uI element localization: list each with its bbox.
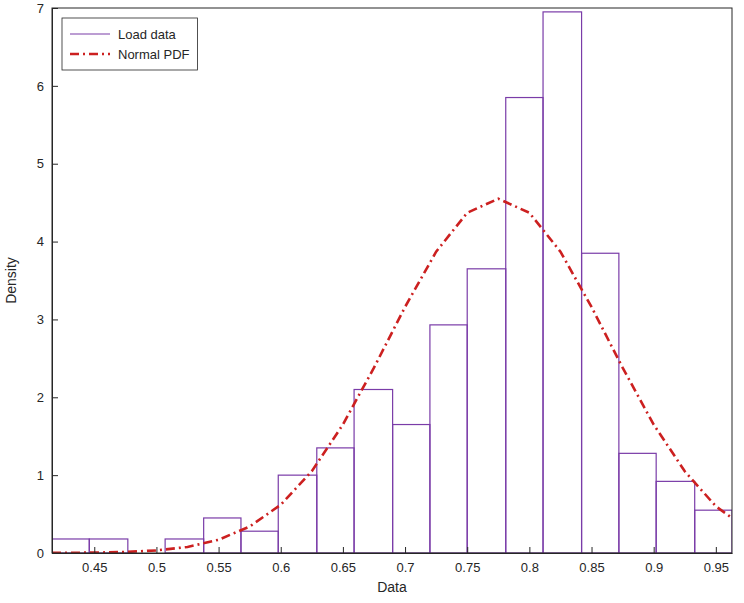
tick-label: 0.5: [148, 560, 166, 575]
tick-label: 7: [37, 1, 44, 16]
x-axis-title: Data: [377, 579, 407, 595]
chart: 0.450.50.550.60.650.70.750.80.850.90.950…: [0, 0, 744, 603]
plot-background: [52, 8, 732, 553]
tick-mark: [52, 319, 58, 320]
tick-mark: [94, 547, 95, 553]
histogram-bar: [619, 453, 656, 553]
tick-mark: [52, 86, 58, 87]
tick: 4: [37, 234, 58, 249]
tick-label: 2: [37, 390, 44, 405]
tick: 0.85: [579, 547, 604, 575]
tick-mark: [281, 547, 282, 553]
tick-label: 3: [37, 312, 44, 327]
tick: 0.7: [397, 547, 415, 575]
tick: 1: [37, 468, 58, 483]
tick: 0.8: [521, 547, 539, 575]
tick-label: 0.9: [645, 560, 663, 575]
marks: [52, 12, 732, 553]
tick: 0.9: [645, 547, 663, 575]
plot-frame: [52, 8, 732, 553]
histogram-bar: [354, 390, 393, 554]
histogram-bar: [506, 98, 543, 553]
tick-mark: [716, 547, 717, 553]
histogram-bar: [656, 481, 695, 553]
tick: 0.45: [82, 547, 107, 575]
tick-mark: [467, 547, 468, 553]
tick-label: 0.45: [82, 560, 107, 575]
tick-label: 0.55: [206, 560, 231, 575]
histogram-bar: [278, 475, 317, 553]
tick: 0.55: [206, 547, 231, 575]
tick-mark: [343, 547, 344, 553]
tick-label: 5: [37, 156, 44, 171]
tick-mark: [654, 547, 655, 553]
x-axis: 0.45 0.5 0.55 0.6 0.65 0.7 0.75 0.8 0.85 0.9 0.95: [53, 547, 733, 575]
tick-mark: [529, 547, 530, 553]
histogram-bar: [241, 531, 278, 553]
tick-label: 4: [37, 234, 44, 249]
histogram-bar: [543, 12, 582, 553]
histogram-bars: [52, 12, 732, 553]
tick: 0.75: [455, 547, 480, 575]
tick: 6: [37, 79, 58, 94]
tick: 2: [37, 390, 58, 405]
legend: Load data Normal PDF: [62, 18, 198, 70]
tick-label: 0.65: [331, 560, 356, 575]
legend-label: Normal PDF: [118, 47, 190, 62]
tick-mark: [52, 397, 58, 398]
histogram-bar: [165, 539, 204, 553]
histogram-bar: [582, 253, 619, 553]
tick: 3: [37, 312, 58, 327]
histogram-bar: [393, 425, 430, 553]
tick-label: 0.7: [397, 560, 415, 575]
histogram-bar: [467, 269, 506, 553]
tick-label: 0: [37, 546, 44, 561]
pdf-line: [52, 199, 732, 553]
tick-mark: [219, 547, 220, 553]
tick: 0.6: [272, 547, 290, 575]
tick-mark: [405, 547, 406, 553]
histogram-bar: [695, 510, 732, 553]
histogram-bar: [52, 539, 89, 553]
y-axis: 0 1 2 3 4 5 6 7: [37, 1, 58, 561]
tick: 5: [37, 156, 58, 171]
tick-label: 6: [37, 79, 44, 94]
tick-label: 0.95: [704, 560, 729, 575]
y-axis-title: Density: [3, 257, 19, 304]
tick-label: 0.85: [579, 560, 604, 575]
tick-mark: [592, 547, 593, 553]
legend-box: [62, 18, 198, 70]
tick-label: 1: [37, 468, 44, 483]
tick: 0.95: [704, 547, 729, 575]
tick-mark: [52, 475, 58, 476]
tick: 0.5: [148, 547, 166, 575]
tick-mark: [156, 547, 157, 553]
tick-label: 0.6: [272, 560, 290, 575]
tick-label: 0.75: [455, 560, 480, 575]
tick-label: 0.8: [521, 560, 539, 575]
histogram-bar: [204, 518, 241, 553]
histogram-bar: [430, 325, 467, 553]
legend-sample: [70, 53, 110, 56]
tick: 0.65: [331, 547, 356, 575]
plot: 0.450.50.550.60.650.70.750.80.850.90.950…: [37, 1, 733, 576]
histogram-bar: [317, 448, 354, 553]
tick-mark: [52, 242, 58, 243]
legend-sample: [70, 33, 110, 34]
legend-label: Load data: [118, 27, 177, 42]
tick-mark: [52, 164, 58, 165]
